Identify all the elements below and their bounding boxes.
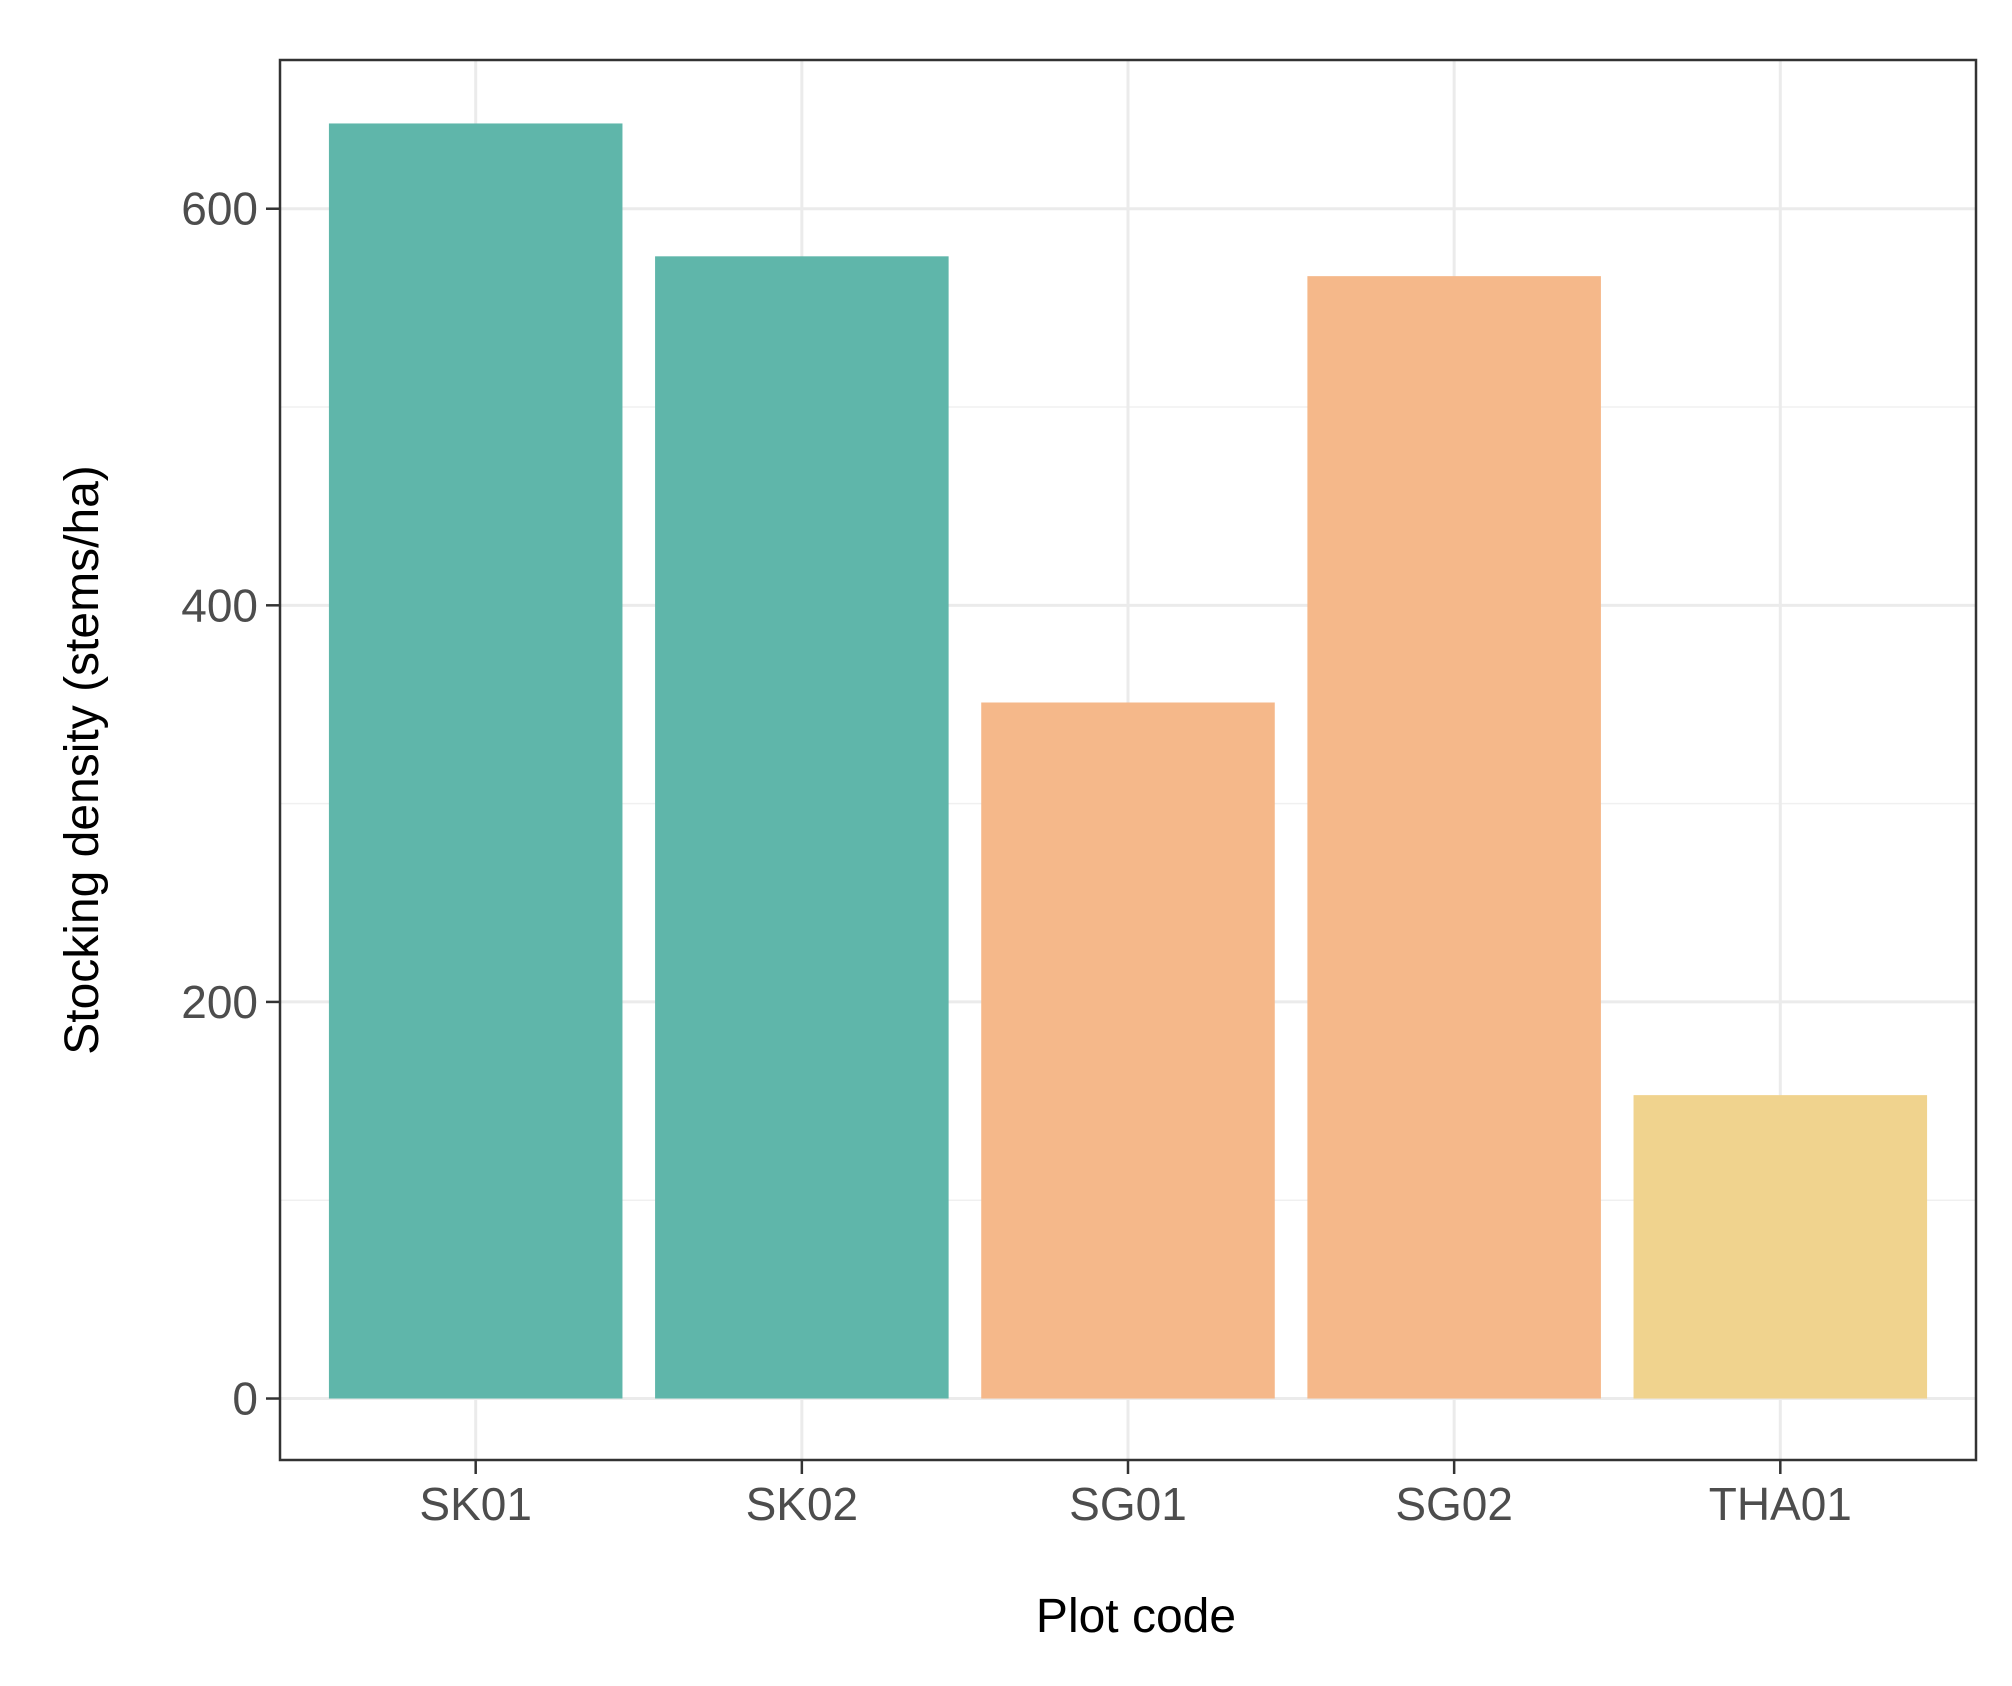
- bar-sg01: [981, 702, 1275, 1399]
- y-tick-label: 0: [232, 1373, 258, 1425]
- bar-tha01: [1633, 1095, 1928, 1399]
- y-tick-label: 400: [181, 579, 258, 631]
- y-tick-label: 600: [181, 183, 258, 235]
- x-tick-label: SG02: [1395, 1478, 1513, 1530]
- bar-sk02: [655, 256, 949, 1399]
- bar-sk01: [328, 123, 623, 1399]
- x-axis: SK01 SK02 SG01 SG02 THA01: [419, 1460, 1852, 1530]
- bar-sg02: [1307, 276, 1601, 1399]
- y-axis-title: Stocking density (stems/ha): [56, 465, 109, 1055]
- y-axis: 0 200 400 600: [181, 183, 280, 1425]
- x-tick-label: SG01: [1069, 1478, 1187, 1530]
- x-tick-label: SK01: [419, 1478, 532, 1530]
- y-tick-label: 200: [181, 976, 258, 1028]
- bars: [328, 123, 1928, 1399]
- x-tick-label: THA01: [1709, 1478, 1852, 1530]
- x-axis-title: Plot code: [1036, 1590, 1236, 1643]
- x-tick-label: SK02: [746, 1478, 859, 1530]
